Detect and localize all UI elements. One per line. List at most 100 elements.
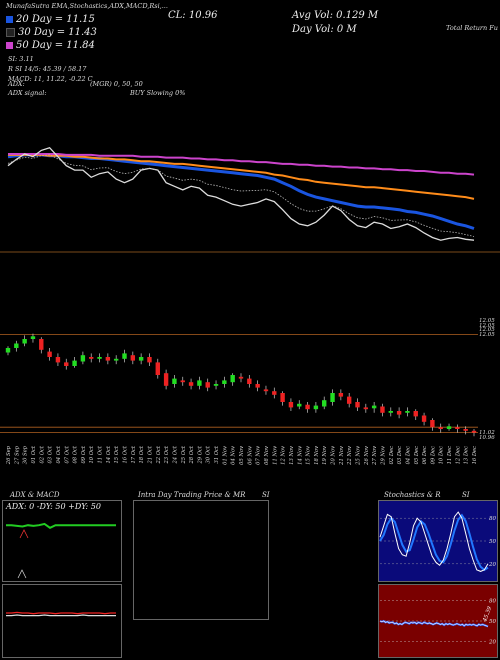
rsi-blue-line xyxy=(379,619,489,628)
price-label: 12.05 xyxy=(479,323,495,329)
candle-body xyxy=(72,360,77,366)
top-right-label: Total Return Fu xyxy=(446,24,498,32)
candle-body xyxy=(105,357,111,361)
candle-body xyxy=(313,405,319,410)
macd-red-line xyxy=(6,611,116,615)
candle-body xyxy=(305,404,310,410)
date-tick-label: 22 Nov xyxy=(347,446,353,466)
candle-body xyxy=(421,415,427,422)
candle-body xyxy=(180,380,185,383)
legend-swatch-50 xyxy=(6,42,13,49)
candle-body xyxy=(113,358,119,361)
candle-body xyxy=(263,389,269,392)
date-tick-label: 30 Sep xyxy=(23,445,29,464)
date-tick-label: 03 Dec xyxy=(397,446,403,464)
date-tick-label: 12 Dec xyxy=(455,446,461,464)
date-tick-label: 16 Oct xyxy=(123,445,129,463)
date-tick-label: 27 Sep xyxy=(14,445,20,465)
candle-body xyxy=(247,378,252,384)
date-tick-label: 14 Nov xyxy=(297,446,303,465)
price-label: 11.02 xyxy=(479,430,495,436)
candle-body xyxy=(130,355,136,361)
si-value: SI: 3.11 xyxy=(8,55,34,63)
date-tick-label: 24 Oct xyxy=(172,445,178,464)
ema-lines xyxy=(7,146,475,241)
date-tick-label: 13 Dec xyxy=(464,446,470,464)
candle-body xyxy=(255,384,260,388)
mgr-label: (MGR) 0, 50, 50 xyxy=(90,80,143,88)
close-price: CL: 10.96 xyxy=(168,10,218,21)
date-tick-label: 13 Nov xyxy=(289,446,295,465)
date-tick-label: 16 Dec xyxy=(472,446,478,464)
candle-body xyxy=(471,430,477,433)
date-tick-label: 10 Oct xyxy=(89,445,95,463)
candle-body xyxy=(39,339,44,350)
candle-body xyxy=(438,427,443,429)
macd-lines xyxy=(6,611,116,617)
rsi-lines: 80 50 20 45.39 xyxy=(379,599,496,645)
rsi-tick-label: 50 xyxy=(489,619,496,625)
date-tick-label: 21 Nov xyxy=(339,446,345,466)
macd-line: MACD: 11, 11.22, -0.22 C xyxy=(8,75,93,83)
date-tick-label: 27 Nov xyxy=(372,446,378,466)
candle-body xyxy=(430,420,435,428)
adx-green-line xyxy=(6,522,116,529)
candle-body xyxy=(238,376,244,379)
date-tick-label: 23 Oct xyxy=(164,445,170,464)
candle-body xyxy=(288,402,294,408)
date-tick-label: 01 Oct xyxy=(31,445,37,463)
date-tick-label: 10 Dec xyxy=(439,446,445,464)
price-label: 12.05 xyxy=(479,332,495,338)
date-tick-label: 09 Dec xyxy=(430,446,436,464)
candle-body xyxy=(346,396,352,404)
stoch-tick-label: 50 xyxy=(489,539,496,545)
stoch-title: Stochastics & R xyxy=(384,491,441,499)
candle-body xyxy=(355,402,360,408)
date-tick-label: 11 Nov xyxy=(272,446,278,465)
date-tick-label: 05 Nov xyxy=(239,446,245,465)
candle-body xyxy=(380,406,385,413)
rsi-line: R SI 14/5: 45.39 / 58.17 xyxy=(8,65,87,73)
candle-body xyxy=(405,411,410,413)
price-label: 10.96 xyxy=(479,435,495,441)
stoch-tick-label: 20 xyxy=(488,562,496,568)
macd-panel xyxy=(2,584,122,658)
date-tick-label: 09 Oct xyxy=(81,445,87,463)
date-tick-label: 18 Oct xyxy=(139,445,145,463)
date-tick-label: 29 Nov xyxy=(380,446,386,466)
candle-body xyxy=(330,393,335,402)
candle-body xyxy=(55,357,61,363)
candle-body xyxy=(5,348,11,353)
candle-body xyxy=(47,351,52,357)
date-tick-label: 21 Oct xyxy=(147,445,153,464)
candle-body xyxy=(147,357,152,363)
adx-panel xyxy=(2,500,122,582)
candle-body xyxy=(138,357,144,361)
date-tick-label: 17 Oct xyxy=(131,445,137,463)
candle-body xyxy=(14,343,19,348)
candle-body xyxy=(222,380,227,384)
intraday-si-title: SI xyxy=(262,491,270,499)
candle-body xyxy=(205,382,210,388)
date-tick-label: 05 Dec xyxy=(414,446,420,464)
candle-body xyxy=(413,411,418,417)
candle-body xyxy=(213,384,219,386)
price-label: 12.05 xyxy=(479,318,495,324)
legend-50day: 50 Day = 11.84 xyxy=(6,40,95,51)
candle-body xyxy=(197,380,202,386)
date-tick-label: 11 Oct xyxy=(98,445,104,463)
candle-body xyxy=(338,393,344,397)
date-tick-label: 30 Oct xyxy=(206,445,212,463)
adx-white-spike xyxy=(17,569,27,579)
legend-30day: 30 Day = 11.43 xyxy=(6,27,97,38)
date-tick-label: 20 Nov xyxy=(331,446,337,466)
adx-red-spike xyxy=(19,529,29,539)
date-tick-label: 02 Oct xyxy=(39,445,45,463)
date-tick-label: 03 Oct xyxy=(48,445,54,463)
adx-signal-label: ADX signal: xyxy=(8,89,47,97)
candle-body xyxy=(89,357,94,359)
date-tick-label: 19 Nov xyxy=(322,446,328,465)
date-tick-label: 22 Oct xyxy=(156,445,162,464)
